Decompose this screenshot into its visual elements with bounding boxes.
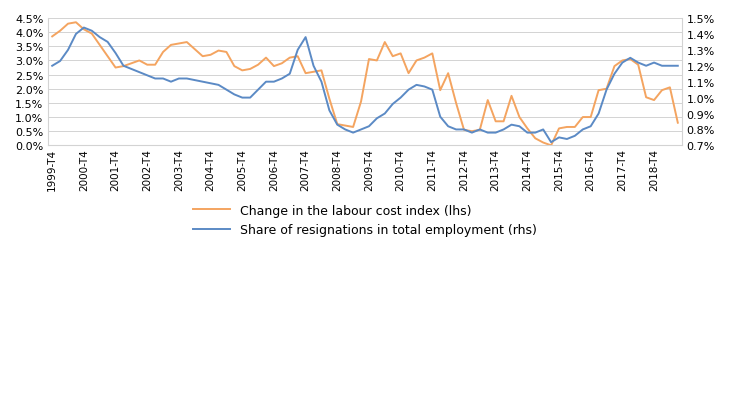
Share of resignations in total employment (rhs) xyxy=(428,88,437,93)
Share of resignations in total employment (rhs) xyxy=(48,64,57,69)
Change in the labour cost index (lhs) xyxy=(428,52,437,57)
Line: Share of resignations in total employment (rhs): Share of resignations in total employmen… xyxy=(53,29,677,143)
Share of resignations in total employment (rhs) xyxy=(436,115,445,120)
Line: Change in the labour cost index (lhs): Change in the labour cost index (lhs) xyxy=(53,23,677,146)
Change in the labour cost index (lhs) xyxy=(72,21,80,26)
Share of resignations in total employment (rhs) xyxy=(333,123,342,128)
Change in the labour cost index (lhs) xyxy=(547,144,556,148)
Share of resignations in total employment (rhs) xyxy=(460,128,469,133)
Change in the labour cost index (lhs) xyxy=(333,122,342,127)
Share of resignations in total employment (rhs) xyxy=(80,26,88,31)
Change in the labour cost index (lhs) xyxy=(460,128,469,133)
Change in the labour cost index (lhs) xyxy=(483,99,492,103)
Change in the labour cost index (lhs) xyxy=(436,88,445,93)
Share of resignations in total employment (rhs) xyxy=(547,140,556,145)
Change in the labour cost index (lhs) xyxy=(618,59,627,64)
Share of resignations in total employment (rhs) xyxy=(618,61,627,66)
Change in the labour cost index (lhs) xyxy=(673,121,682,126)
Share of resignations in total employment (rhs) xyxy=(673,64,682,69)
Share of resignations in total employment (rhs) xyxy=(483,131,492,136)
Legend: Change in the labour cost index (lhs), Share of resignations in total employment: Change in the labour cost index (lhs), S… xyxy=(188,199,542,241)
Change in the labour cost index (lhs) xyxy=(48,35,57,40)
